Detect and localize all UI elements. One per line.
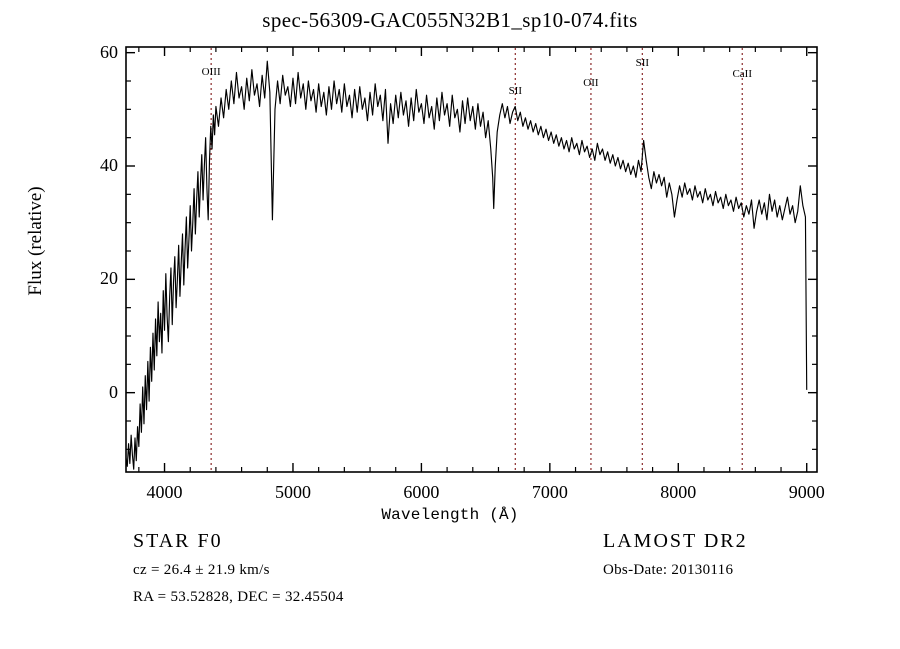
y-tick-label-60: 60 — [100, 41, 118, 62]
survey-label: LAMOST DR2 — [603, 530, 748, 552]
plot-frame — [125, 46, 818, 473]
y-tick-label-0: 0 — [109, 381, 118, 402]
x-tick-label-7000: 7000 — [531, 482, 568, 502]
object-type-label: STAR F0 — [133, 530, 223, 552]
metadata-footer: STAR F0 cz = 26.4 ± 21.9 km/s RA = 53.52… — [0, 528, 900, 648]
y-tick-label-20: 20 — [100, 268, 118, 289]
x-tick-label-8000: 8000 — [660, 482, 697, 502]
line-label-sii-3: SII — [635, 57, 650, 69]
line-label-sii-1: SII — [508, 85, 523, 98]
coordinates-label: RA = 53.52828, DEC = 32.45504 — [133, 589, 344, 605]
y-axis-title: Flux (relative) — [25, 186, 46, 296]
line-label-caii-4: CaII — [732, 68, 752, 81]
observation-date-label: Obs-Date: 20130116 — [603, 562, 734, 578]
x-tick-label-5000: 5000 — [274, 482, 311, 502]
line-label-oiii-0: OIII — [201, 65, 221, 78]
x-axis-title: Wavelength (Å) — [381, 506, 519, 524]
spectrum-trace[interactable] — [125, 60, 808, 470]
page-title: spec-56309-GAC055N32B1_sp10-074.fits — [262, 8, 638, 32]
x-tick-label-9000: 9000 — [788, 482, 825, 502]
footer-left-column: STAR F0 cz = 26.4 ± 21.9 km/s RA = 53.52… — [133, 528, 344, 612]
x-tick-label-4000: 4000 — [146, 482, 183, 502]
line-label-oii-2: OII — [583, 76, 599, 89]
footer-right-column: LAMOST DR2 Obs-Date: 20130116 — [603, 528, 748, 585]
radial-velocity-label: cz = 26.4 ± 21.9 km/s — [133, 562, 270, 578]
x-tick-label-6000: 6000 — [403, 482, 440, 502]
y-tick-label-40: 40 — [100, 155, 118, 175]
